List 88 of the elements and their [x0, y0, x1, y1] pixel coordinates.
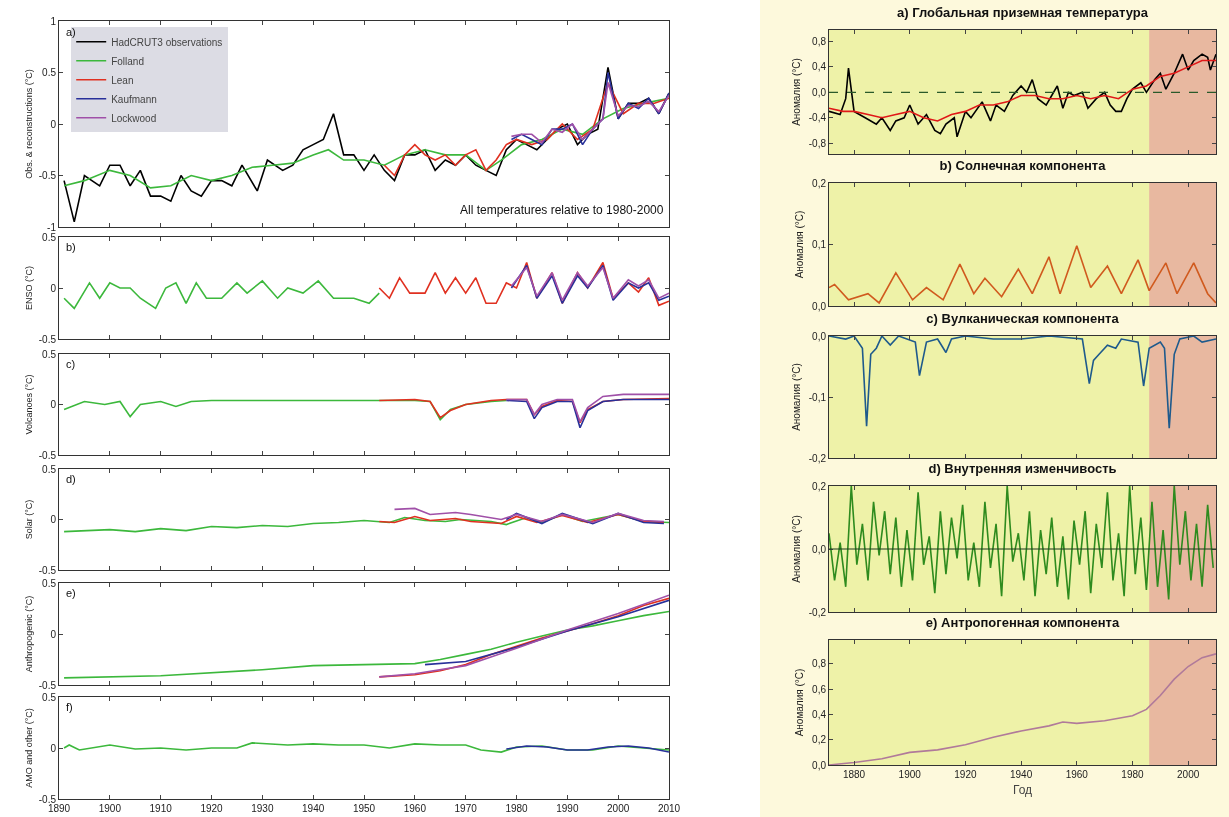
y-tick-label: 0 — [50, 282, 57, 294]
x-tick-label: 2000 — [607, 803, 630, 814]
y-tick-label: -0,4 — [808, 112, 827, 124]
legend-label: HadCRUT3 observations — [111, 36, 223, 48]
y-tick-label: -0.5 — [38, 449, 57, 461]
annotation: All temperatures relative to 1980-2000 — [460, 203, 664, 217]
y-axis-title: AMO and other (°C) — [24, 708, 35, 788]
y-tick-label: 0,6 — [812, 683, 827, 695]
y-tick-label: 0,0 — [812, 330, 827, 342]
y-tick-label: 0.5 — [42, 463, 57, 475]
chart-title: e) Антропогенная компонента — [925, 615, 1120, 631]
y-tick-label: 0 — [50, 514, 57, 525]
y-tick-label: 0.5 — [42, 231, 57, 243]
annotation: a) — [66, 26, 76, 38]
y-tick-label: -0,8 — [808, 137, 827, 149]
y-tick-label: -0.5 — [38, 564, 57, 576]
y-tick-label: -0,2 — [808, 452, 827, 464]
y-axis-title: Аномалия (°C) — [794, 668, 806, 737]
x-tick-label: 1940 — [1009, 769, 1033, 780]
y-tick-label: -0.5 — [38, 793, 57, 805]
x-tick-label: 1890 — [47, 803, 71, 814]
y-tick-label: -1 — [47, 221, 57, 233]
y-axis-title: Solar (°C) — [24, 499, 35, 540]
y-tick-label: 0,2 — [812, 480, 827, 492]
y-tick-label: 0,0 — [812, 86, 827, 98]
x-tick-label: 1920 — [954, 769, 977, 780]
chart-title: d) Внутренняя изменчивость — [928, 461, 1117, 477]
y-tick-label: 0 — [50, 118, 57, 130]
y-tick-label: 0,1 — [812, 239, 827, 250]
x-tick-label: 1920 — [200, 803, 224, 814]
chart-title: b) Солнечная компонента — [939, 158, 1107, 174]
y-tick-label: -0.5 — [38, 333, 57, 345]
y-tick-label: 0 — [50, 742, 57, 754]
y-tick-label: -0.5 — [38, 679, 57, 691]
y-axis-title: Аномалия (°C) — [794, 210, 806, 279]
x-axis-title: Год — [1012, 782, 1033, 797]
y-tick-label: 0,0 — [812, 300, 827, 312]
y-tick-label: -0,1 — [808, 391, 827, 403]
x-tick-label: 2010 — [657, 803, 681, 814]
annotation: d) — [66, 473, 76, 485]
x-tick-label: 1900 — [898, 769, 922, 780]
legend-label: Lockwood — [111, 112, 157, 124]
y-tick-label: 0.5 — [42, 577, 57, 589]
y-tick-label: 0,4 — [812, 708, 827, 720]
y-tick-label: 0,0 — [812, 543, 827, 555]
x-tick-label: 1980 — [505, 803, 529, 814]
x-tick-label: 1970 — [454, 803, 478, 814]
x-tick-label: 1910 — [149, 803, 173, 814]
x-tick-label: 1990 — [556, 803, 579, 814]
chart-title: c) Вулканическая компонента — [926, 311, 1120, 327]
y-tick-label: -0,2 — [808, 606, 827, 618]
x-tick-label: 1930 — [251, 803, 274, 814]
legend-label: Folland — [111, 55, 145, 67]
annotation: f) — [66, 701, 73, 713]
x-tick-label: 1880 — [842, 769, 866, 780]
x-tick-label: 1960 — [403, 803, 427, 814]
y-axis-title: Obs. & reconstructions (°C) — [24, 69, 35, 179]
chart-title: a) Глобальная приземная температура — [897, 5, 1149, 21]
y-axis-title: Volcanoes (°C) — [24, 374, 35, 435]
y-axis-title: Аномалия (°C) — [790, 58, 802, 126]
legend-label: Kaufmann — [111, 93, 157, 105]
x-tick-label: 1940 — [302, 803, 325, 814]
y-tick-label: 0 — [50, 399, 57, 410]
y-tick-label: 0,4 — [812, 61, 827, 73]
y-tick-label: 0,8 — [812, 658, 827, 670]
x-tick-label: 1960 — [1065, 769, 1089, 780]
y-tick-label: 0.5 — [42, 691, 57, 703]
y-tick-label: 0,8 — [812, 35, 827, 47]
x-tick-label: 1980 — [1121, 769, 1145, 780]
y-axis-title: Аномалия (°C) — [790, 363, 802, 431]
y-tick-label: -0.5 — [38, 170, 57, 181]
y-axis-title: Аномалия (°C) — [790, 515, 802, 583]
y-tick-label: 0 — [50, 628, 57, 640]
y-tick-label: 1 — [50, 15, 57, 27]
x-tick-label: 2000 — [1177, 769, 1200, 780]
y-tick-label: 0,0 — [812, 759, 827, 771]
legend-label: Lean — [111, 74, 134, 86]
annotation: e) — [66, 587, 76, 599]
y-axis-title: ENSO (°C) — [24, 265, 35, 311]
annotation: b) — [66, 241, 76, 253]
x-tick-label: 1950 — [352, 803, 376, 814]
y-axis-title: Anthropogenic (°C) — [24, 595, 35, 673]
y-tick-label: 0.5 — [42, 67, 57, 78]
y-tick-label: 0.5 — [42, 348, 57, 360]
y-tick-label: 0,2 — [812, 734, 827, 746]
y-tick-label: 0,2 — [812, 177, 827, 189]
x-tick-label: 1900 — [98, 803, 122, 814]
annotation: c) — [66, 358, 76, 370]
